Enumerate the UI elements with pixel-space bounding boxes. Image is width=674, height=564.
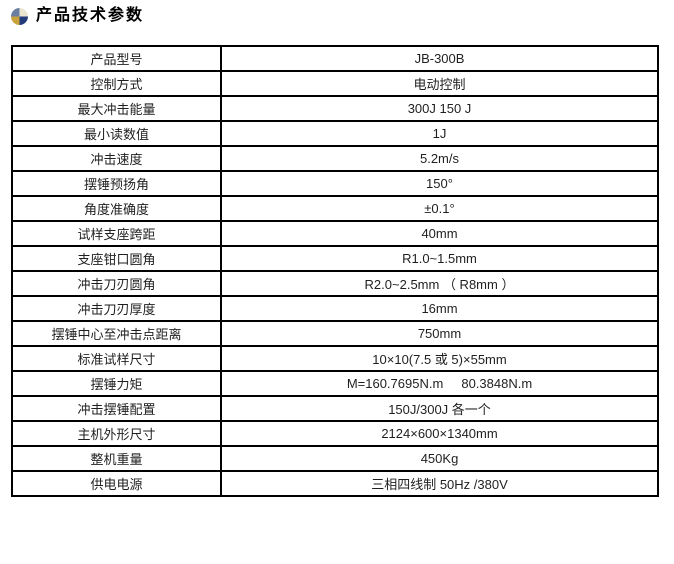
param-label: 试样支座跨距 [11,220,222,247]
table-row: 角度准确度 ±0.1° [11,195,659,222]
param-value: JB-300B [220,45,659,72]
table-row: 试样支座跨距 40mm [11,220,659,247]
param-label: 产品型号 [11,45,222,72]
param-label: 角度准确度 [11,195,222,222]
param-label: 冲击摆锤配置 [11,395,222,422]
sphere-bullet-icon [11,7,28,25]
param-value: R1.0~1.5mm [220,245,659,272]
param-value: M=160.7695N.m 80.3848N.m [220,370,659,397]
param-label: 最大冲击能量 [11,95,222,122]
param-value: R2.0~2.5mm （ R8mm ） [220,270,659,297]
param-value: 10×10(7.5 或 5)×55mm [220,345,659,372]
table-row: 产品型号 JB-300B [11,45,659,72]
table-row: 支座钳口圆角 R1.0~1.5mm [11,245,659,272]
param-label: 供电电源 [11,470,222,497]
param-value: 750mm [220,320,659,347]
spec-table-body: 产品型号 JB-300B 控制方式 电动控制 最大冲击能量 300J 150 J… [11,45,659,497]
param-label: 摆锤中心至冲击点距离 [11,320,222,347]
param-value: 电动控制 [220,70,659,97]
param-value: 300J 150 J [220,95,659,122]
param-value: 16mm [220,295,659,322]
table-row: 摆锤预扬角 150° [11,170,659,197]
param-label: 整机重量 [11,445,222,472]
param-label: 支座钳口圆角 [11,245,222,272]
param-value: 150J/300J 各一个 [220,395,659,422]
param-label: 最小读数值 [11,120,222,147]
table-row: 摆锤中心至冲击点距离 750mm [11,320,659,347]
page-title: 产品技术参数 [36,7,145,24]
table-row: 冲击刀刃厚度 16mm [11,295,659,322]
table-row: 标准试样尺寸 10×10(7.5 或 5)×55mm [11,345,659,372]
table-row: 主机外形尺寸 2124×600×1340mm [11,420,659,447]
param-value: 5.2m/s [220,145,659,172]
param-label: 冲击刀刃厚度 [11,295,222,322]
param-value: 450Kg [220,445,659,472]
table-row: 最大冲击能量 300J 150 J [11,95,659,122]
table-row: 最小读数值 1J [11,120,659,147]
param-label: 冲击刀刃圆角 [11,270,222,297]
param-value: ±0.1° [220,195,659,222]
table-row: 供电电源 三相四线制 50Hz /380V [11,470,659,497]
param-label: 主机外形尺寸 [11,420,222,447]
page-header: 产品技术参数 [11,6,144,26]
param-label: 摆锤力矩 [11,370,222,397]
spec-table: 产品型号 JB-300B 控制方式 电动控制 最大冲击能量 300J 150 J… [11,45,659,497]
param-label: 控制方式 [11,70,222,97]
param-label: 标准试样尺寸 [11,345,222,372]
param-value: 2124×600×1340mm [220,420,659,447]
table-row: 摆锤力矩 M=160.7695N.m 80.3848N.m [11,370,659,397]
table-row: 冲击刀刃圆角 R2.0~2.5mm （ R8mm ） [11,270,659,297]
param-label: 摆锤预扬角 [11,170,222,197]
param-value: 40mm [220,220,659,247]
table-row: 冲击速度 5.2m/s [11,145,659,172]
param-label: 冲击速度 [11,145,222,172]
param-value: 150° [220,170,659,197]
table-row: 控制方式 电动控制 [11,70,659,97]
param-value: 1J [220,120,659,147]
table-row: 冲击摆锤配置 150J/300J 各一个 [11,395,659,422]
table-row: 整机重量 450Kg [11,445,659,472]
param-value: 三相四线制 50Hz /380V [220,470,659,497]
